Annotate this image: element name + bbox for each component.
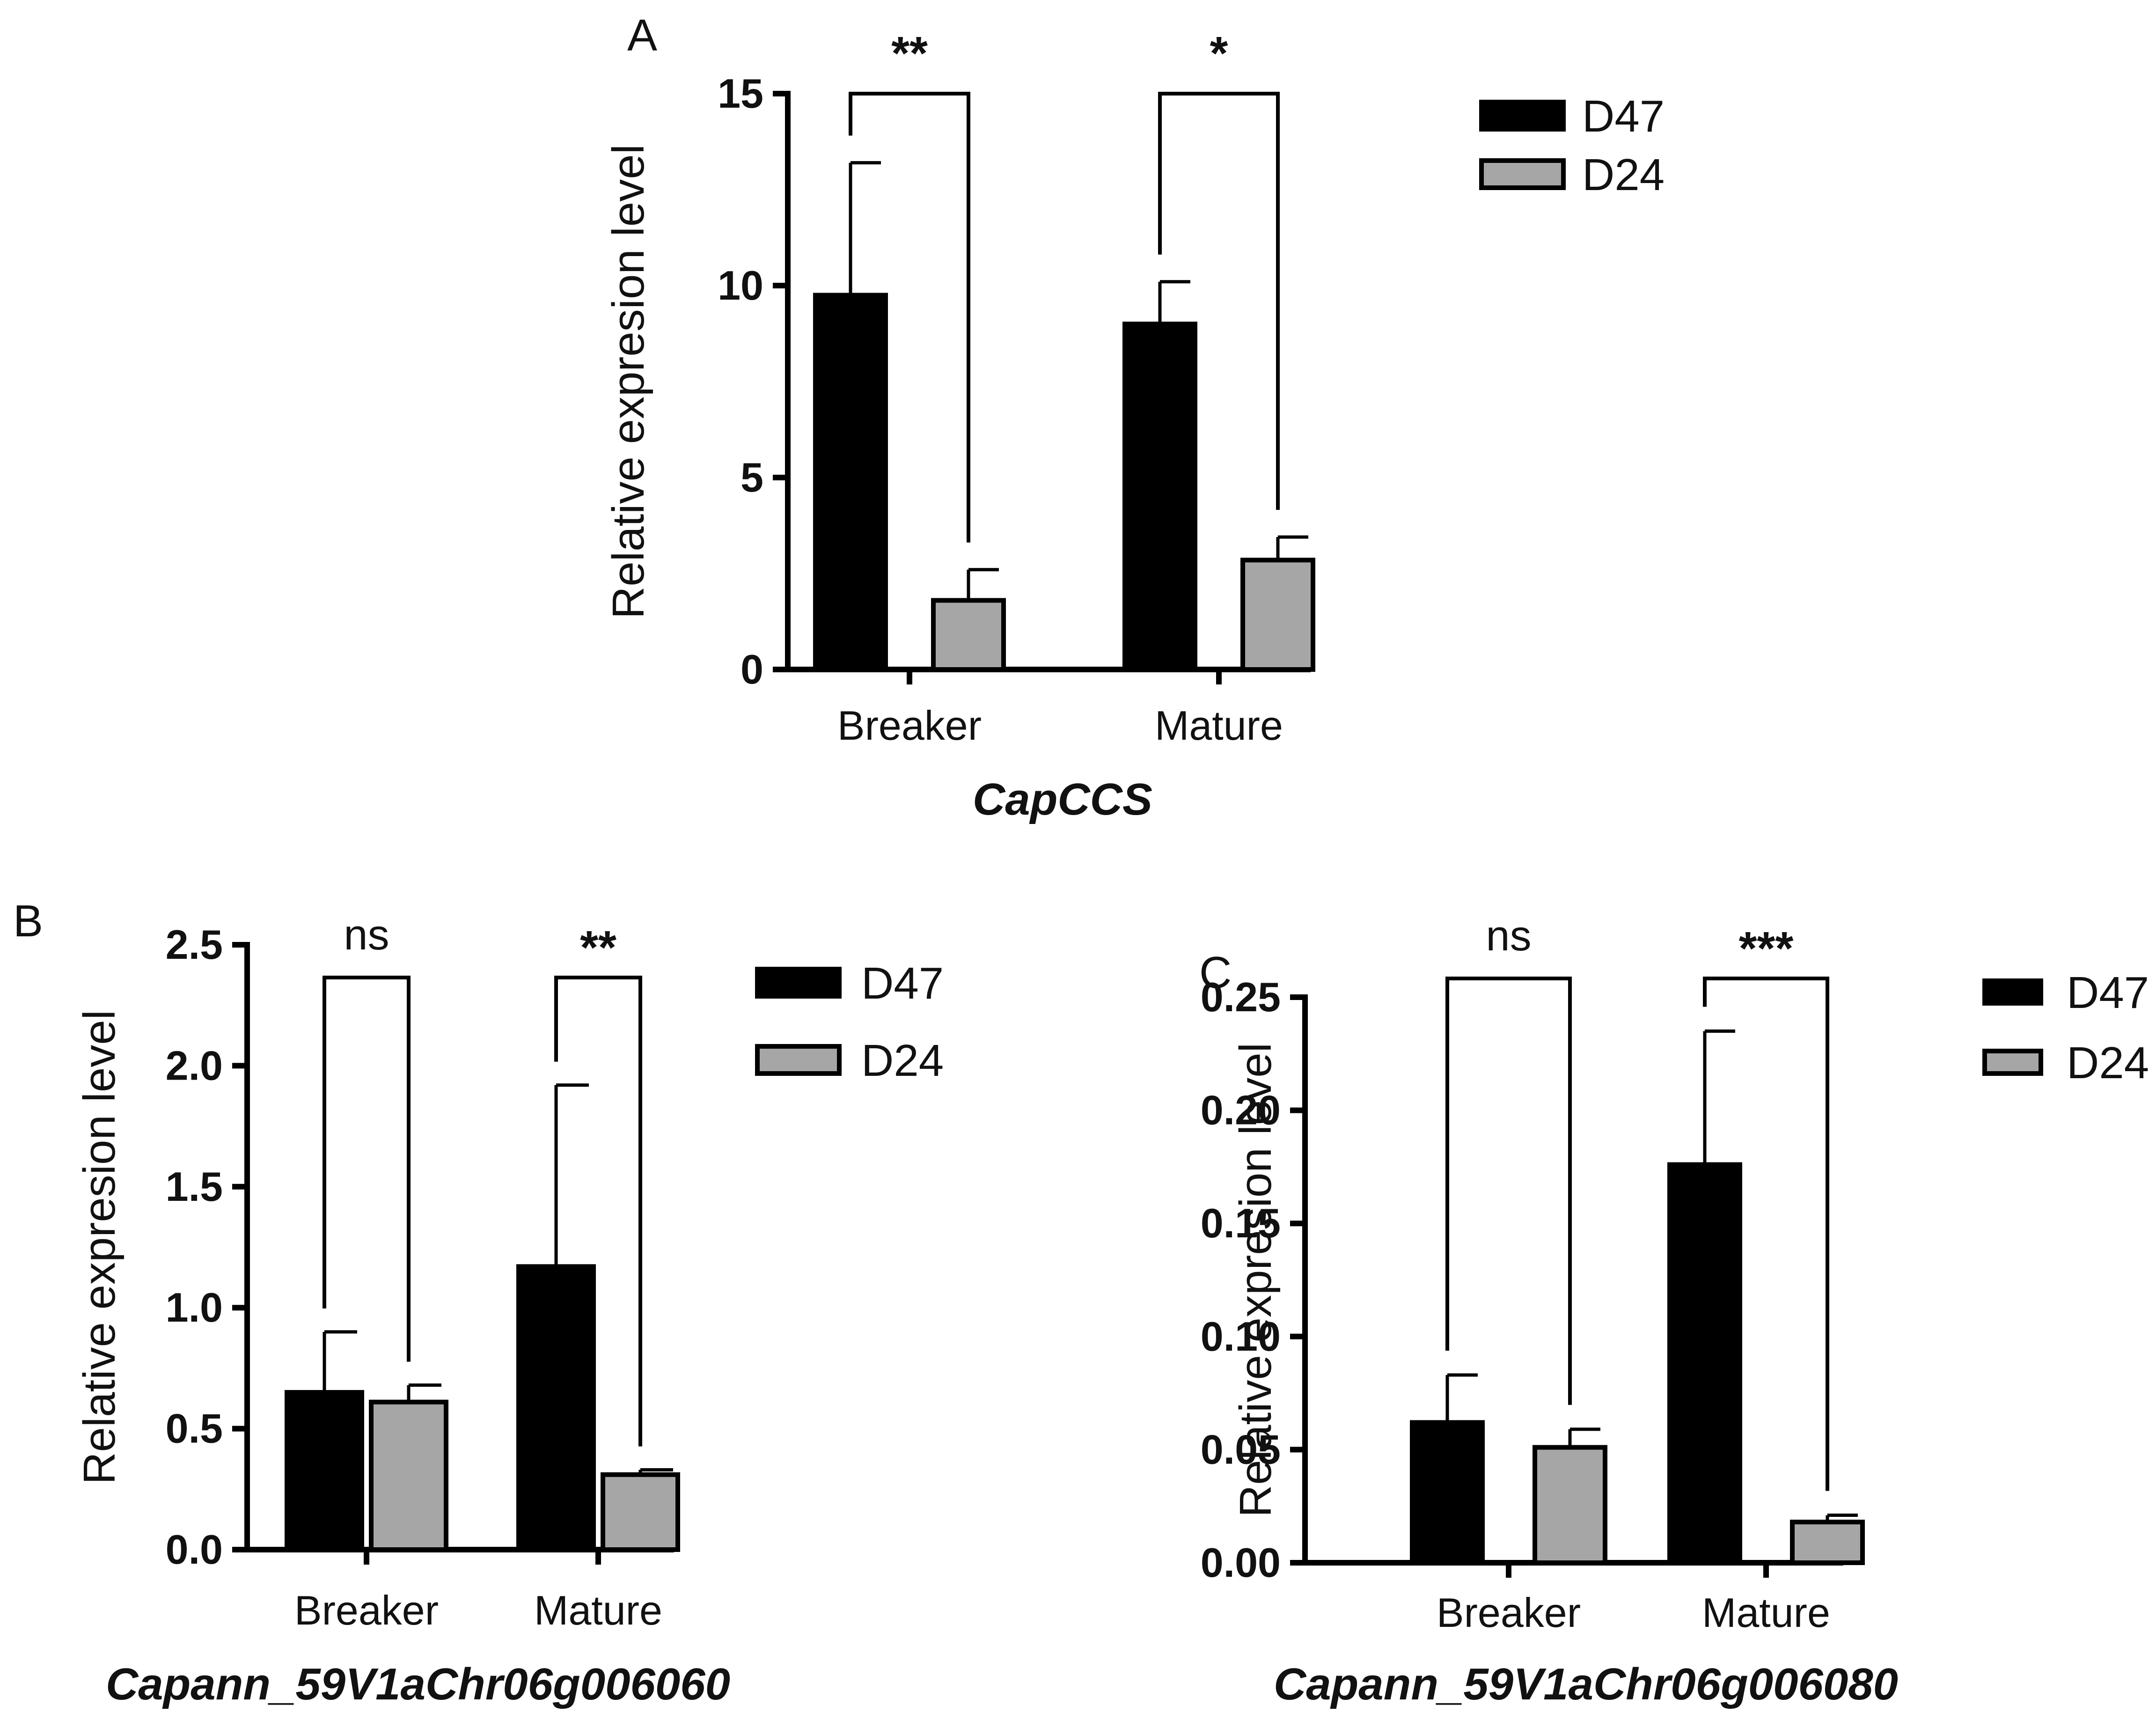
y-tick-label: 10: [718, 262, 763, 309]
chart-panel-b: B 0.0 0.5 1.0 1.5 2.0 2.5 Relative expresion le…: [13, 896, 944, 1709]
y-axis-label: Relative expresion level: [1231, 1043, 1281, 1517]
legend-swatch-d47: [1479, 100, 1566, 132]
significance-bracket: [554, 976, 642, 1447]
chart-panel-a: A 0 5 10 15 Relative expresion level Breaker Ma…: [603, 10, 1665, 824]
y-tick-label: 0.15: [1201, 1200, 1281, 1246]
legend-swatch-d24: [1982, 1049, 2043, 1076]
significance-label: **: [580, 921, 616, 974]
significance-label: **: [891, 27, 928, 80]
x-tick-label: Breaker: [1437, 1589, 1581, 1636]
y-tick-label: 0.20: [1201, 1087, 1281, 1133]
significance-label: *: [1210, 27, 1228, 80]
legend-label-d47: D47: [861, 958, 944, 1008]
gene-title: CapCCS: [973, 774, 1152, 824]
y-tick-label: 1.5: [166, 1163, 223, 1210]
y-tick-label: 15: [718, 70, 763, 117]
bar-d24-mature: [601, 1472, 680, 1552]
y-tick-label: 2.5: [166, 921, 223, 968]
x-tick-label: Breaker: [294, 1587, 439, 1633]
legend-label-d47: D47: [1582, 91, 1665, 141]
significance-bracket: [1445, 977, 1572, 1405]
significance-bracket: [849, 92, 970, 543]
y-axis-label: Relative expresion level: [603, 144, 653, 619]
bar-d47-breaker: [1410, 1420, 1485, 1566]
bar-d24-breaker: [931, 598, 1006, 672]
y-tick-label: 2.0: [166, 1042, 223, 1088]
panel-letter: A: [627, 10, 657, 60]
bar-d47-mature: [1122, 322, 1197, 672]
bar-d24-mature: [1240, 558, 1315, 672]
y-tick-label: 0.10: [1201, 1313, 1281, 1360]
bar-d47-breaker: [813, 293, 888, 672]
significance-label: ***: [1739, 922, 1794, 975]
legend-label-d24: D24: [1582, 150, 1665, 200]
legend-swatch-d47: [755, 967, 842, 999]
x-tick-label: Mature: [1155, 702, 1283, 749]
panel-letter: C: [1199, 948, 1232, 998]
legend-label-d47: D47: [2067, 968, 2149, 1018]
significance-bracket: [1158, 92, 1280, 510]
y-tick-label: 0.0: [166, 1526, 223, 1573]
legend-label-d24: D24: [861, 1036, 944, 1086]
legend-label-d24: D24: [2067, 1038, 2149, 1088]
significance-bracket: [323, 976, 411, 1362]
legend-swatch-d47: [1982, 978, 2043, 1006]
chart-panel-c: C 0.00 0.05 0.10 0.15 0.20 0.25 Relative expres…: [1199, 912, 2149, 1709]
bar-d47-mature: [516, 1264, 596, 1552]
significance-label: ns: [344, 911, 389, 959]
y-tick-label: 0.5: [166, 1405, 223, 1452]
bar-d47-mature: [1667, 1162, 1742, 1566]
bar-d24-breaker: [1533, 1445, 1607, 1566]
bar-d47-breaker: [285, 1390, 364, 1552]
y-tick-label: 0.25: [1201, 974, 1281, 1020]
y-tick-label: 5: [741, 454, 763, 500]
significance-label: ns: [1486, 912, 1531, 960]
x-tick-label: Mature: [1702, 1589, 1830, 1636]
legend-swatch-d24: [1479, 158, 1566, 190]
significance-bracket: [1703, 977, 1829, 1491]
y-tick-label: 0.05: [1201, 1426, 1281, 1472]
y-tick-label: 0: [741, 646, 763, 692]
legend-swatch-d24: [755, 1044, 842, 1076]
y-tick-label: 1.0: [166, 1284, 223, 1331]
gene-title: Capann_59V1aChr06g006080: [1274, 1659, 1898, 1709]
bar-d24-mature: [1790, 1520, 1865, 1565]
gene-title: Capann_59V1aChr06g006060: [106, 1659, 730, 1709]
bar-d24-breaker: [369, 1399, 448, 1552]
x-tick-label: Mature: [534, 1587, 662, 1633]
panel-letter: B: [13, 896, 43, 946]
y-tick-label: 0.00: [1201, 1539, 1281, 1586]
x-tick-label: Breaker: [837, 702, 982, 749]
y-axis-label: Relative expresion level: [74, 1010, 125, 1485]
